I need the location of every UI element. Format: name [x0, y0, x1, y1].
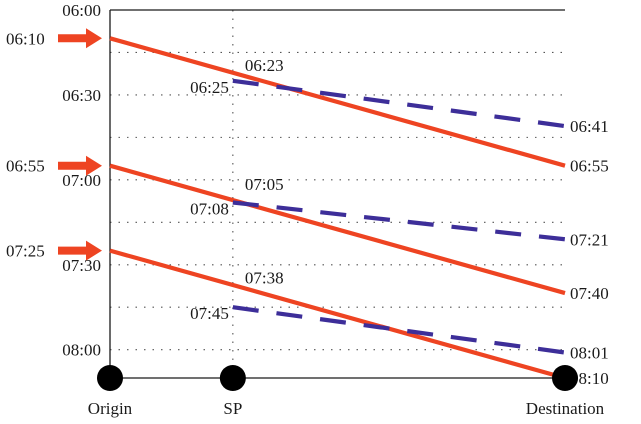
- departure-time-label: 06:10: [6, 29, 45, 48]
- station-dot-icon: [552, 365, 578, 391]
- sp-departure-label: 07:08: [190, 199, 229, 218]
- departure-time-label: 06:55: [6, 157, 45, 176]
- sp-time-label: 07:05: [245, 175, 284, 194]
- y-tick-label: 07:00: [62, 171, 101, 190]
- y-tick-label: 07:30: [62, 256, 101, 275]
- y-tick-label: 08:00: [62, 341, 101, 360]
- label-layer: 06:10 06:23 06:55 06:55 07:05 07:40 07:25 07:38…: [6, 28, 609, 388]
- departure-arrow-icon: [58, 155, 102, 176]
- station-dot-icon: [219, 365, 246, 391]
- sp-time-label: 07:38: [245, 268, 284, 287]
- train-line-dashed: [232, 200, 566, 242]
- train-line-dashed: [232, 305, 566, 355]
- station-label: Origin: [88, 399, 133, 418]
- arrival-time-label: 06:41: [570, 117, 609, 136]
- arrival-time-label: 07:21: [570, 230, 609, 249]
- departure-arrow-icon: [58, 28, 102, 49]
- arrival-time-label: 07:40: [570, 284, 609, 303]
- grid-layer: [110, 10, 565, 378]
- axis-layer: 06:00 06:30 07:00 07:30 08:00: [62, 1, 565, 379]
- departure-time-label: 07:25: [6, 242, 45, 261]
- sp-time-label: 06:23: [245, 56, 284, 75]
- train-line-solid: [109, 36, 566, 168]
- arrival-time-label: 06:55: [570, 157, 609, 176]
- sp-departure-label: 07:45: [190, 304, 229, 323]
- arrival-time-label: 08:10: [570, 369, 609, 388]
- station-layer: Origin SP Destination: [88, 365, 605, 418]
- train-line-solid: [109, 163, 566, 296]
- arrival-time-label: 08:01: [570, 344, 609, 363]
- y-tick-label: 06:00: [62, 1, 101, 20]
- y-tick-label: 06:30: [62, 86, 101, 105]
- series-layer: [109, 36, 566, 381]
- train-line-dashed: [232, 78, 566, 129]
- station-label: SP: [223, 399, 242, 418]
- sp-departure-label: 06:25: [190, 78, 229, 97]
- train-line-solid: [109, 248, 566, 381]
- departure-arrow-icon: [58, 240, 102, 261]
- station-dot-icon: [97, 365, 123, 391]
- station-label: Destination: [526, 399, 605, 418]
